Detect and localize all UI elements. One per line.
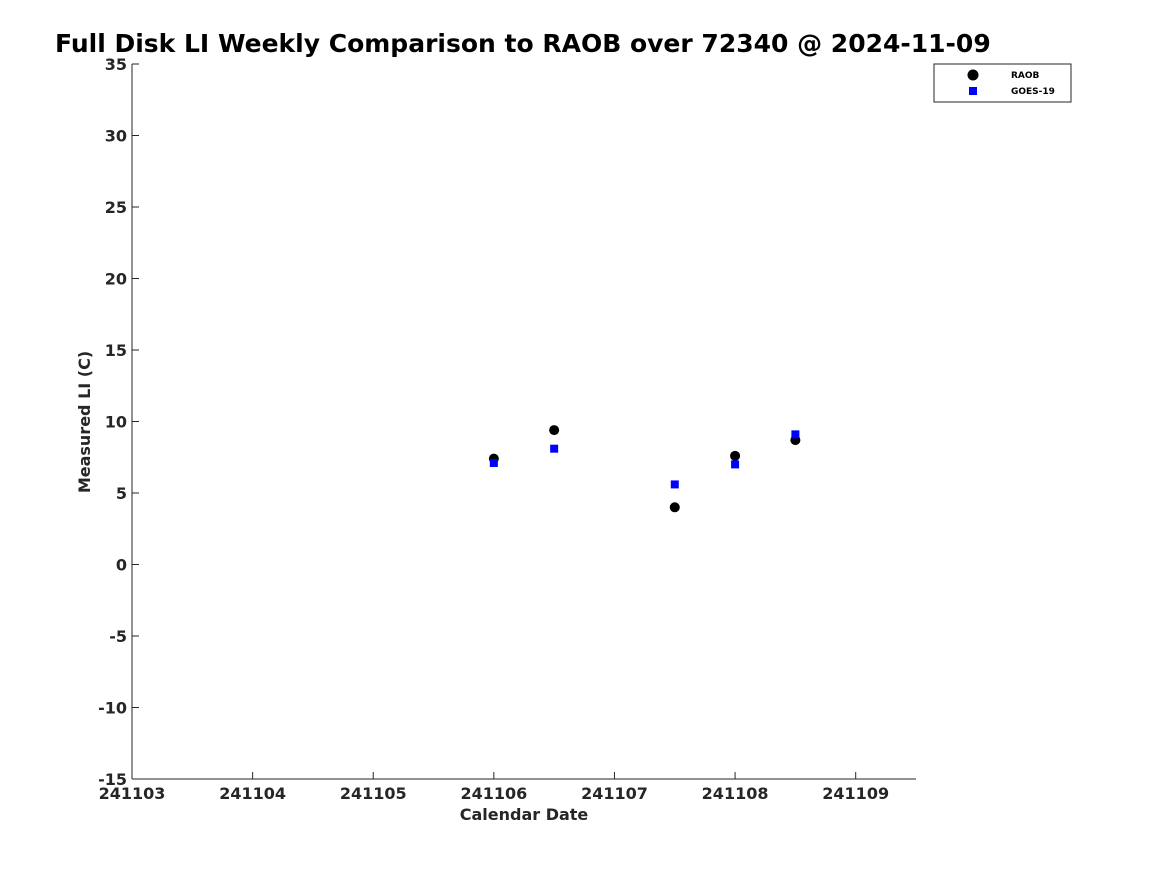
plot-axes — [131, 64, 916, 780]
x-tick-label: 241108 — [702, 784, 769, 803]
legend-raob-marker — [967, 69, 979, 81]
y-tick-label: -10 — [98, 699, 127, 718]
y-tick-label: -15 — [98, 770, 127, 789]
goes19-point — [791, 430, 800, 439]
raob-point — [669, 502, 680, 513]
y-tick-label: 0 — [116, 556, 127, 575]
legend-goes19-marker — [969, 87, 977, 95]
data-marks — [488, 425, 801, 513]
y-tick-label: 10 — [105, 413, 127, 432]
y-tick-label: 20 — [105, 270, 127, 289]
goes19-point — [489, 458, 498, 467]
x-ticks: 241103 241104 241105 241106 241107 241108 2411… — [99, 772, 889, 803]
x-axis-label: Calendar Date — [460, 805, 589, 824]
x-tick-label: 241107 — [581, 784, 648, 803]
y-tick-label: 5 — [116, 484, 127, 503]
x-tick-label: 241104 — [219, 784, 286, 803]
legend-box — [933, 63, 1072, 103]
y-axis-label: Measured LI (C) — [75, 351, 94, 493]
y-ticks: -15 -10 -5 0 5 10 15 20 25 30 35 — [98, 55, 139, 789]
goes19-point — [670, 480, 679, 489]
x-tick-label: 241105 — [340, 784, 407, 803]
y-tick-label: 25 — [105, 198, 127, 217]
goes19-point — [731, 460, 740, 469]
chart-title: Full Disk LI Weekly Comparison to RAOB o… — [55, 29, 991, 58]
x-tick-label: 241109 — [822, 784, 889, 803]
y-tick-label: 30 — [105, 127, 127, 146]
legend-raob-label: RAOB — [1011, 71, 1040, 81]
legend-goes19-label: GOES-19 — [1011, 87, 1055, 97]
goes19-point — [550, 444, 559, 453]
y-tick-label: -5 — [109, 627, 127, 646]
raob-point — [730, 450, 741, 461]
legend: RAOB GOES-19 — [933, 63, 1072, 103]
y-tick-label: 15 — [105, 341, 127, 360]
y-tick-label: 35 — [105, 55, 127, 74]
raob-point — [549, 425, 560, 436]
x-tick-label: 241103 — [99, 784, 166, 803]
x-tick-label: 241106 — [460, 784, 527, 803]
